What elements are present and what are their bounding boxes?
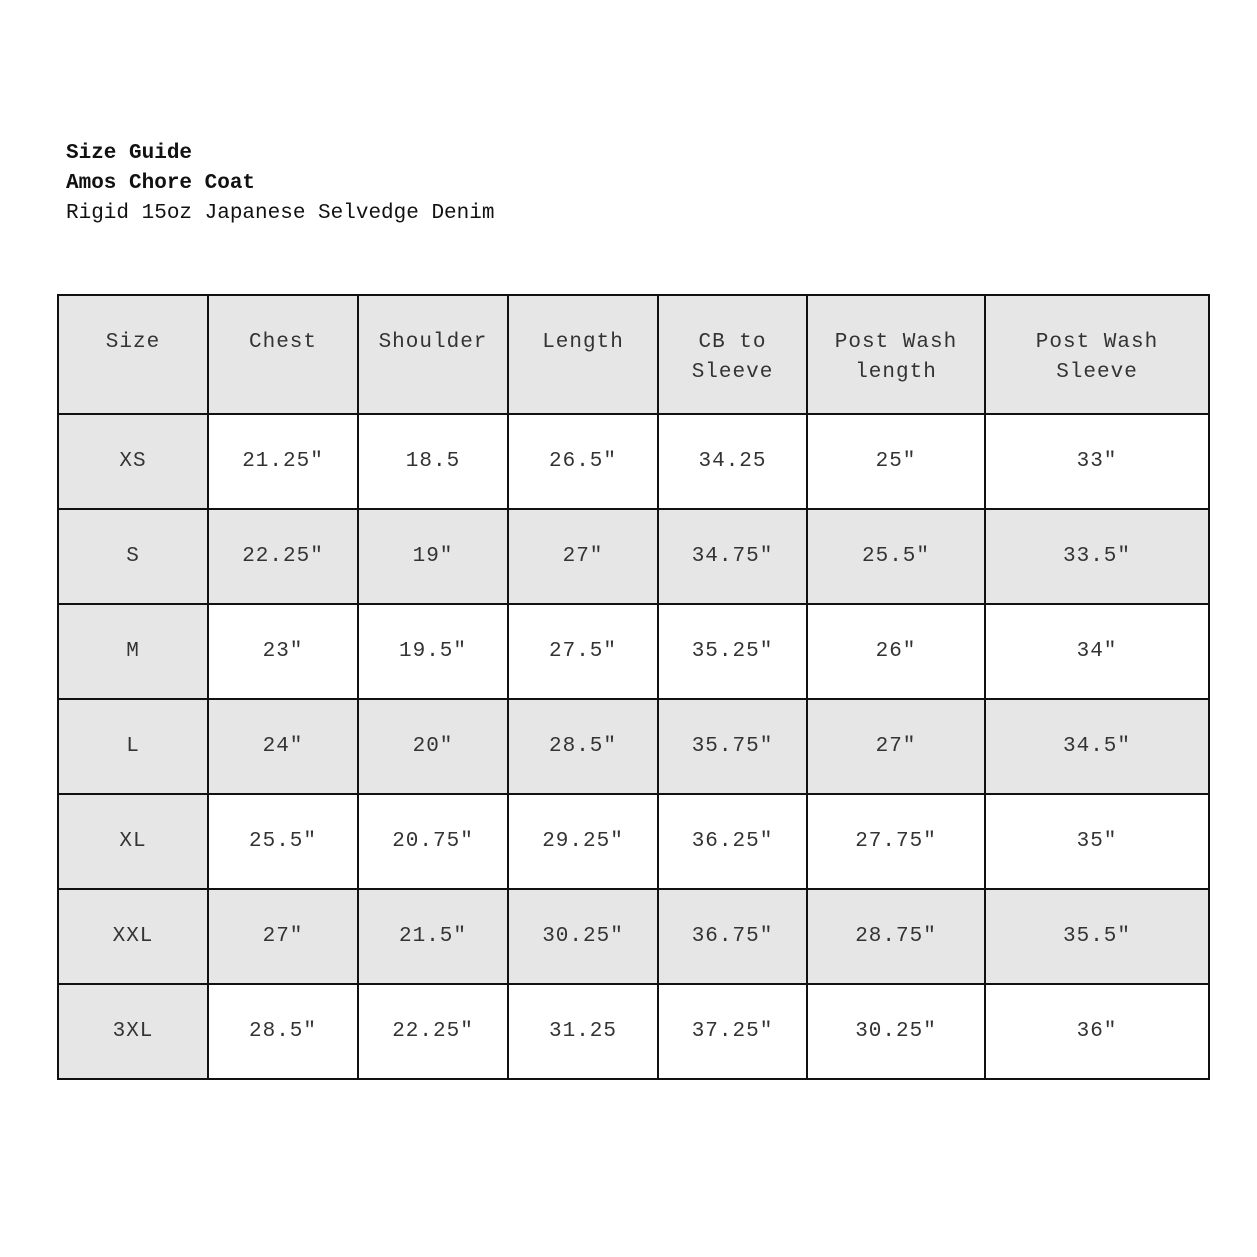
measurement-cell: 18.5 <box>357 413 509 510</box>
table-row: M 23″ 19.5″ 27.5″ 35.25″ 26″ 34″ <box>57 603 1210 700</box>
measurement-cell: 36.25″ <box>657 793 808 890</box>
measurement-cell: 25.5″ <box>207 793 359 890</box>
measurement-cell: 27.5″ <box>507 603 659 700</box>
size-table: Size Chest Shoulder Length CB to Sleeve Post … <box>57 294 1210 1080</box>
measurement-cell: 35.25″ <box>657 603 808 700</box>
title-product-name: Amos Chore Coat <box>66 172 256 195</box>
column-header: Size <box>57 294 209 415</box>
measurement-cell: 20.75″ <box>357 793 509 890</box>
column-header: Shoulder <box>357 294 509 415</box>
measurement-cell: 26″ <box>806 603 986 700</box>
measurement-cell: 36″ <box>984 983 1210 1080</box>
measurement-cell: 35″ <box>984 793 1210 890</box>
measurement-cell: 31.25 <box>507 983 659 1080</box>
measurement-cell: 37.25″ <box>657 983 808 1080</box>
table-row: S 22.25″ 19″ 27″ 34.75″ 25.5″ 33.5″ <box>57 508 1210 605</box>
measurement-cell: 25″ <box>806 413 986 510</box>
title-size-guide: Size Guide <box>66 142 193 165</box>
column-header: Chest <box>207 294 359 415</box>
title-fabric: Rigid 15oz Japanese Selvedge Denim <box>66 202 495 225</box>
measurement-cell: 36.75″ <box>657 888 808 985</box>
table-row: XXL 27″ 21.5″ 30.25″ 36.75″ 28.75″ 35.5″ <box>57 888 1210 985</box>
measurement-cell: 23″ <box>207 603 359 700</box>
measurement-cell: 24″ <box>207 698 359 795</box>
measurement-cell: 35.5″ <box>984 888 1210 985</box>
measurement-cell: 34.25 <box>657 413 808 510</box>
measurement-cell: 30.25″ <box>806 983 986 1080</box>
measurement-cell: 21.5″ <box>357 888 509 985</box>
measurement-cell: 22.25″ <box>207 508 359 605</box>
column-header: CB to Sleeve <box>657 294 808 415</box>
measurement-cell: 33.5″ <box>984 508 1210 605</box>
measurement-cell: 34.75″ <box>657 508 808 605</box>
size-cell: XL <box>57 793 209 890</box>
table-body: XS 21.25″ 18.5 26.5″ 34.25 25″ 33″ S 22.25″ 19″ 27… <box>57 413 1210 1080</box>
measurement-cell: 28.5″ <box>207 983 359 1080</box>
measurement-cell: 19″ <box>357 508 509 605</box>
document-title-block: Size Guide Amos Chore Coat Rigid 15oz Ja… <box>66 139 494 229</box>
measurement-cell: 27″ <box>207 888 359 985</box>
measurement-cell: 33″ <box>984 413 1210 510</box>
measurement-cell: 22.25″ <box>357 983 509 1080</box>
measurement-cell: 28.75″ <box>806 888 986 985</box>
size-cell: S <box>57 508 209 605</box>
measurement-cell: 28.5″ <box>507 698 659 795</box>
measurement-cell: 34.5″ <box>984 698 1210 795</box>
header-row: Size Chest Shoulder Length CB to Sleeve Post … <box>57 294 1210 415</box>
size-cell: M <box>57 603 209 700</box>
measurement-cell: 20″ <box>357 698 509 795</box>
column-header: Post Wash Sleeve <box>984 294 1210 415</box>
measurement-cell: 30.25″ <box>507 888 659 985</box>
column-header: Length <box>507 294 659 415</box>
table-row: L 24″ 20″ 28.5″ 35.75″ 27″ 34.5″ <box>57 698 1210 795</box>
column-header: Post Wash length <box>806 294 986 415</box>
table-row: XS 21.25″ 18.5 26.5″ 34.25 25″ 33″ <box>57 413 1210 510</box>
measurement-cell: 34″ <box>984 603 1210 700</box>
measurement-cell: 27″ <box>806 698 986 795</box>
measurement-cell: 26.5″ <box>507 413 659 510</box>
table-row: XL 25.5″ 20.75″ 29.25″ 36.25″ 27.75″ 35″ <box>57 793 1210 890</box>
size-cell: XS <box>57 413 209 510</box>
table-row: 3XL 28.5″ 22.25″ 31.25 37.25″ 30.25″ 36″ <box>57 983 1210 1080</box>
size-cell: XXL <box>57 888 209 985</box>
measurement-cell: 27″ <box>507 508 659 605</box>
size-cell: 3XL <box>57 983 209 1080</box>
measurement-cell: 35.75″ <box>657 698 808 795</box>
measurement-cell: 19.5″ <box>357 603 509 700</box>
measurement-cell: 29.25″ <box>507 793 659 890</box>
measurement-cell: 21.25″ <box>207 413 359 510</box>
size-cell: L <box>57 698 209 795</box>
measurement-cell: 27.75″ <box>806 793 986 890</box>
measurement-cell: 25.5″ <box>806 508 986 605</box>
